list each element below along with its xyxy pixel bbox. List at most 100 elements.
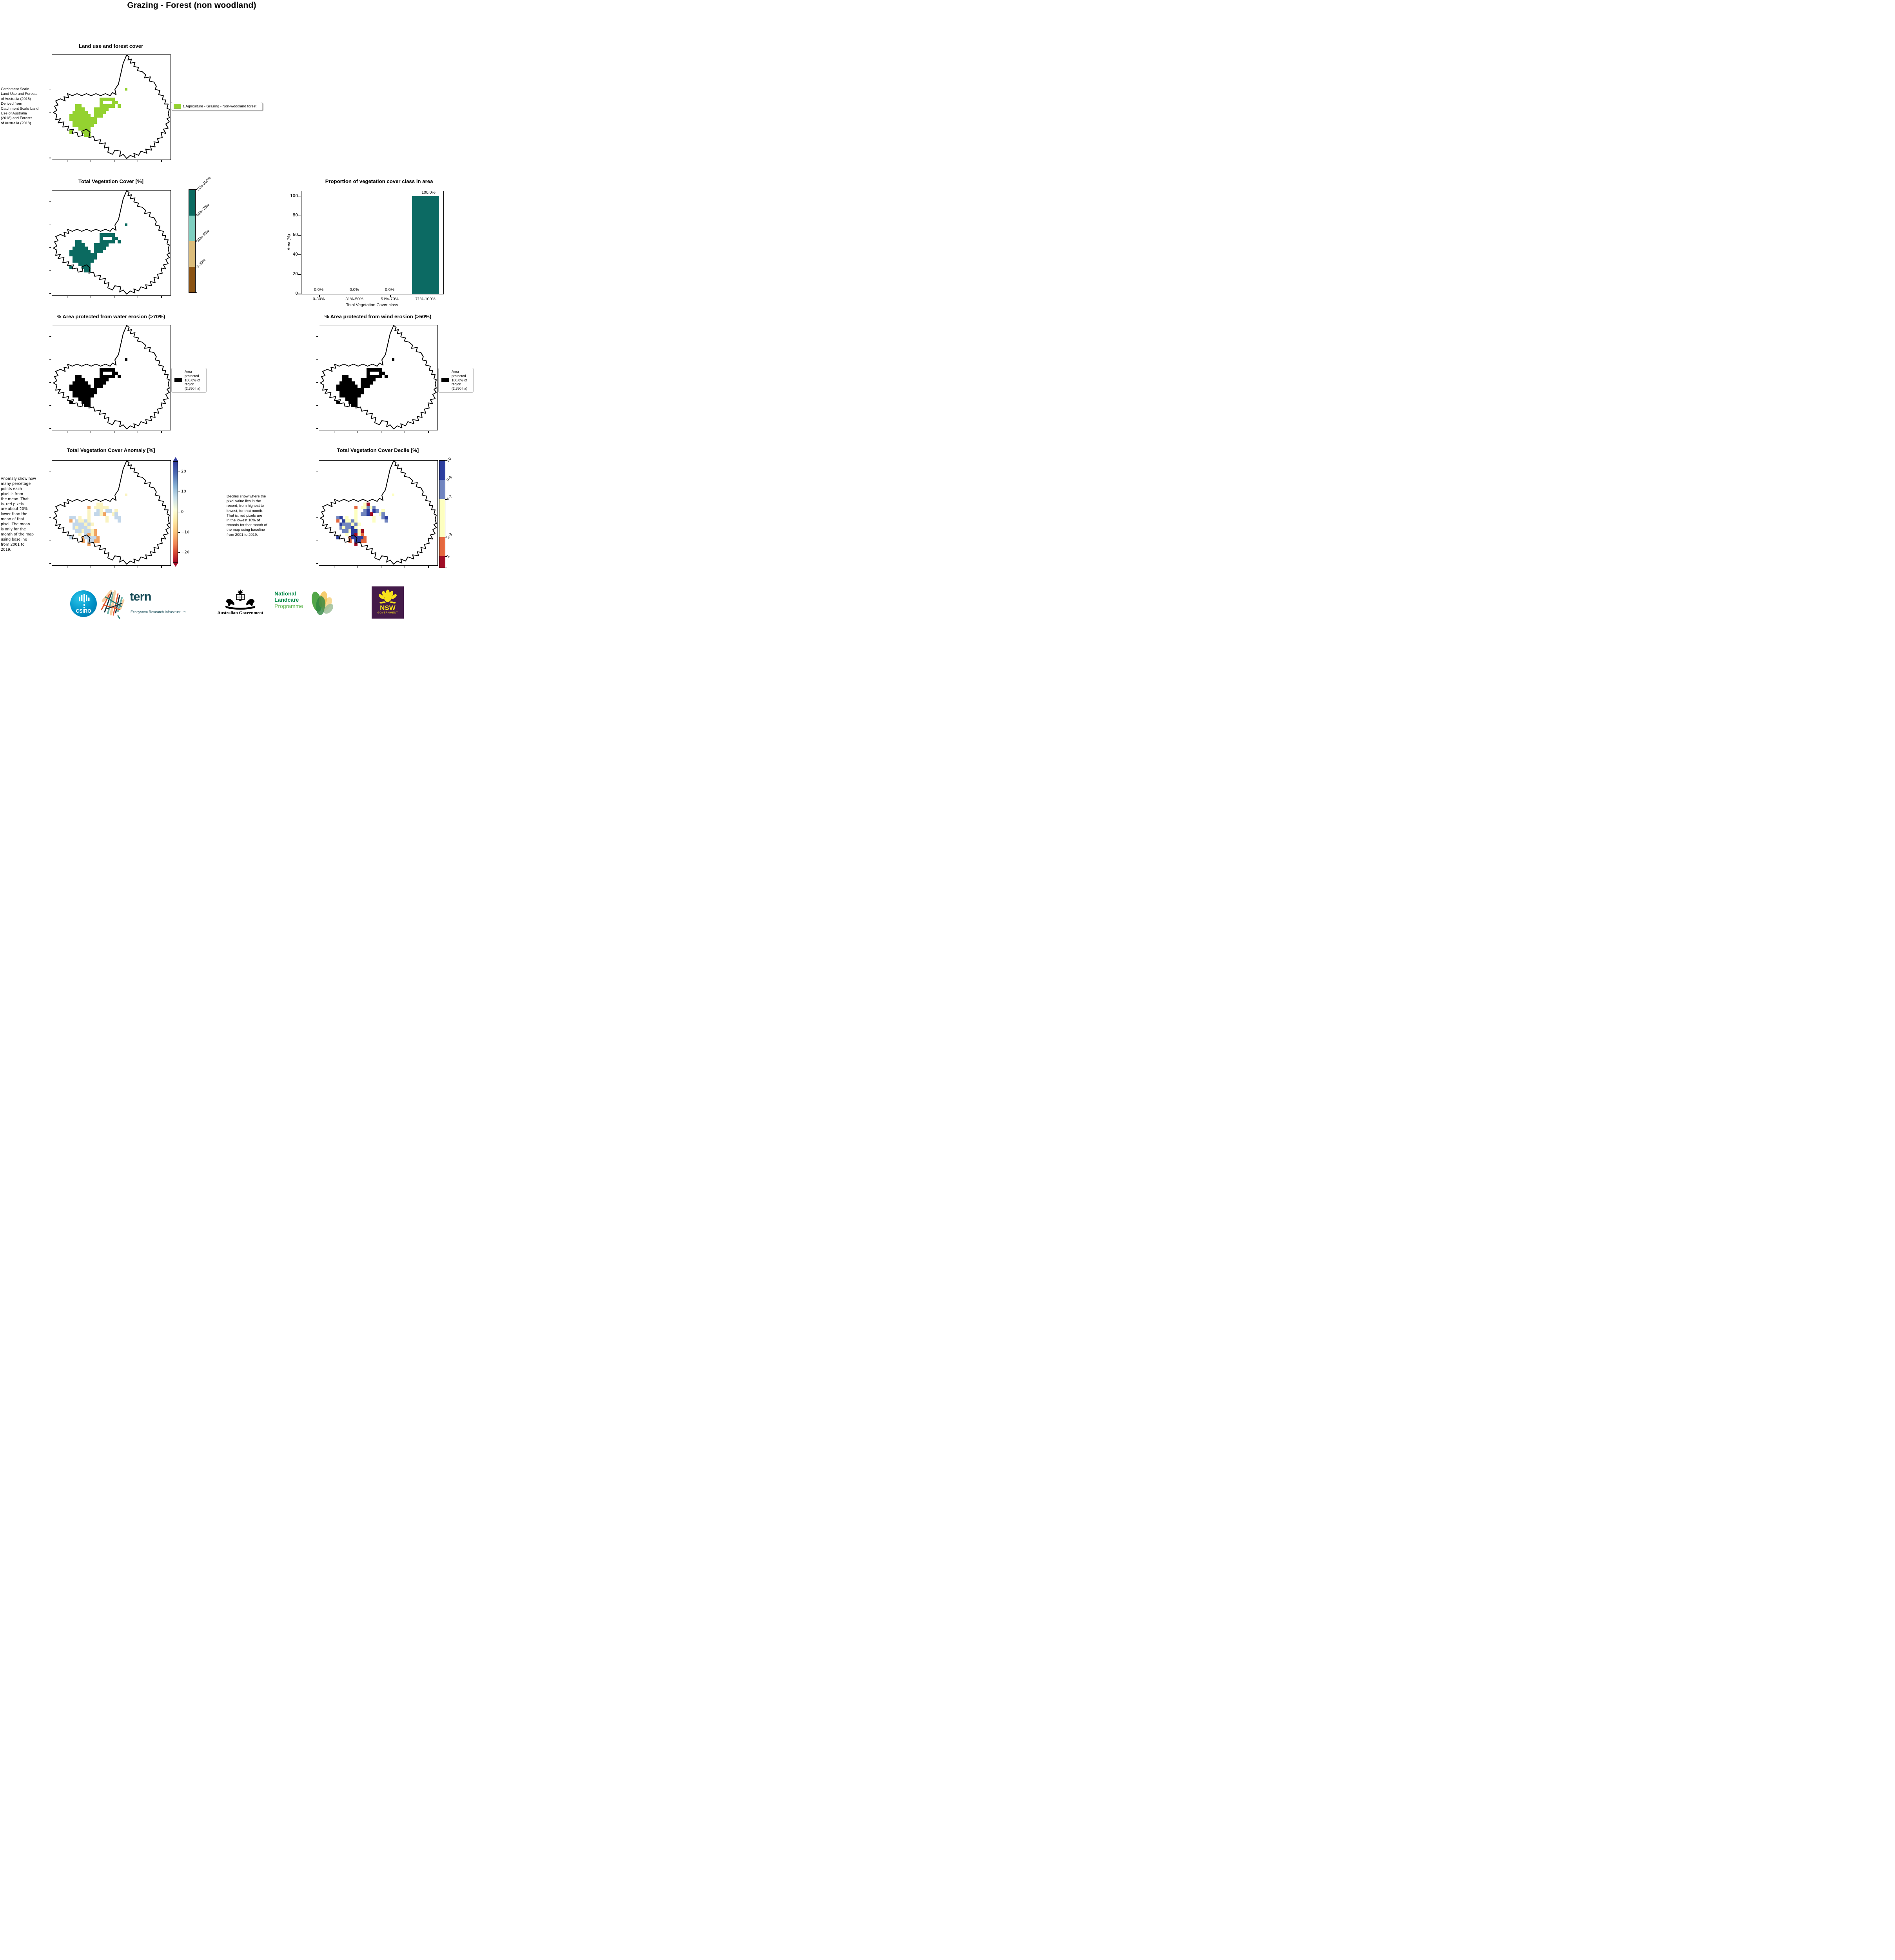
map-pixel [84, 526, 88, 530]
map-pixel [75, 249, 79, 253]
nsw-sub-wordmark: GOVERNMENT [377, 612, 398, 614]
y-axis-tick [49, 382, 51, 383]
tern-tagline: Ecosystem Research Infrastructure [131, 610, 186, 614]
map-pixel [336, 388, 340, 391]
map-pixel [81, 526, 85, 530]
map-pixel [78, 391, 82, 395]
map-pixel [118, 240, 121, 243]
wind-erosion-legend: Area protected 100.0% of region (2,350 h… [438, 368, 474, 393]
map-pixel [99, 233, 103, 237]
map-pixel [78, 388, 82, 391]
map-pixel [351, 397, 355, 401]
map-pixel [87, 384, 91, 388]
map-pixel [360, 536, 364, 540]
map-pixel [105, 104, 109, 108]
tvc-cbar-label-1: 51%-70% [196, 203, 211, 218]
map-pixel [357, 532, 361, 536]
map-pixel [84, 249, 88, 253]
map-pixel [105, 506, 109, 510]
report-page: { "title": "Grazing - Forest (non woodla… [0, 0, 474, 619]
map-pixel [102, 381, 106, 385]
map-pixel [84, 123, 88, 127]
map-pixel [360, 506, 364, 510]
map-pixel [93, 243, 97, 247]
map-pixel [84, 536, 88, 540]
map-pixel [75, 120, 79, 124]
map-pixel [369, 368, 373, 372]
map-pixel [75, 107, 79, 111]
map-pixel [84, 130, 88, 134]
map-pixel [348, 388, 352, 391]
map-pixel [78, 529, 82, 533]
map-pixel [99, 502, 103, 506]
map-pixel [87, 394, 91, 398]
nsw-waratah-icon [379, 590, 397, 604]
map-pixel [339, 515, 343, 519]
map-pixel [111, 101, 115, 105]
map-pixel [339, 394, 343, 398]
map-pixel [357, 529, 361, 533]
y-axis-tick [316, 336, 318, 337]
map-pixel [75, 111, 79, 114]
anomaly-cbar-arrow-down [172, 563, 178, 567]
map-pixel [96, 381, 100, 385]
map-pixel [342, 388, 346, 391]
y-axis-tick [49, 201, 51, 202]
map-pixel [378, 375, 382, 378]
anomaly-cbar-label-m10: −10 [181, 530, 190, 535]
map-pixel [360, 391, 364, 395]
map-pixel [102, 243, 106, 247]
map-pixel [72, 120, 76, 124]
map-pixel [114, 371, 118, 375]
tvc-colorbar-seg-51-70 [189, 215, 195, 241]
map-pixel [354, 509, 358, 513]
decile-cbar-label-10: 10 [446, 457, 452, 463]
map-pixel [81, 253, 85, 256]
map-pixel [78, 127, 82, 131]
tvc-cbar-label-3: 0-30% [196, 258, 207, 269]
map-pixel [90, 388, 94, 391]
map-pixel [102, 107, 106, 111]
map-pixel [99, 506, 103, 510]
map-isolated-pixel [125, 223, 128, 227]
map-pixel [102, 378, 106, 381]
map-pixel [81, 243, 85, 247]
map-pixel [366, 509, 370, 513]
map-pixel [75, 253, 79, 256]
map-pixel [72, 117, 76, 121]
map-pixel [87, 253, 91, 256]
map-pixel [99, 381, 103, 385]
map-pixel [81, 378, 85, 381]
decile-cbar-label-4-7: 4-7 [446, 494, 454, 502]
map-pixel [87, 512, 91, 516]
y-axis-label: Area (%) [287, 234, 291, 250]
map-pixel [69, 384, 73, 388]
map-pixel [84, 381, 88, 385]
map-pixel [99, 375, 103, 378]
map-pixel [345, 381, 349, 385]
map-pixel [78, 117, 82, 121]
map-pixel [366, 378, 370, 381]
xtick-71-100: 71%-100% [415, 297, 436, 301]
map-pixel [84, 111, 88, 114]
map-pixel [75, 256, 79, 260]
map-pixel [81, 397, 85, 401]
map-pixel [348, 384, 352, 388]
map-pixel [87, 259, 91, 263]
map-pixel [354, 397, 358, 401]
map-pixel [78, 397, 82, 401]
ytick-80: 80 [292, 213, 298, 218]
map-pixel [105, 378, 109, 381]
map-pixel [366, 506, 370, 510]
map-pixel [354, 515, 358, 519]
decile-cbar-seg-8-9 [439, 480, 445, 499]
map-pixel [339, 381, 343, 385]
australian-government-crest-icon [225, 589, 256, 610]
tvc-colorbar-seg-0-30 [189, 267, 195, 292]
map-pixel [93, 506, 97, 510]
map-pixel [339, 391, 343, 395]
map-pixel [111, 512, 115, 516]
landuse-map [49, 54, 171, 162]
map-pixel [87, 529, 91, 533]
map-pixel [81, 127, 85, 131]
